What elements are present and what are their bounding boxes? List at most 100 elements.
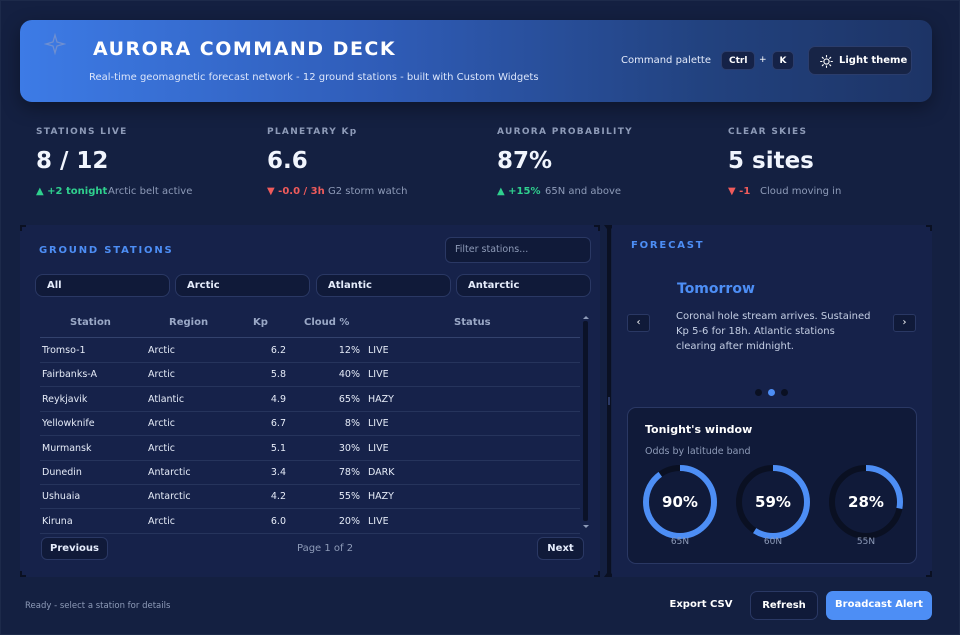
cell-station: Reykjavik (42, 393, 88, 405)
header-banner (20, 20, 932, 102)
cell-station: Tromso-1 (42, 345, 86, 356)
kpi-note: 65N and above (545, 186, 622, 197)
table-row[interactable]: Reykjavik Atlantic 4.9 65% HAZY (40, 388, 580, 412)
gauge-label: 55N (856, 537, 876, 547)
cell-region: Arctic (148, 442, 176, 454)
cell-kp: 4.2 (270, 491, 286, 503)
cell-station: Fairbanks-A (42, 369, 98, 381)
window-subtitle: Odds by latitude band (645, 446, 751, 457)
ground-stations-panel: GROUND STATIONS Filter stations... All A… (20, 225, 600, 577)
gauge-label: 60N (763, 537, 783, 547)
filter-stations-input[interactable]: Filter stations... (445, 237, 591, 263)
cell-cloud: 40% (338, 369, 360, 381)
table-header-divider (40, 337, 580, 338)
gauge-arc (736, 465, 810, 539)
gauge-value: 28% (848, 493, 884, 511)
column-header-cloud[interactable]: Cloud % (304, 317, 350, 328)
export-csv-button[interactable]: Export CSV (669, 599, 733, 610)
panel-corner (926, 225, 932, 231)
carousel-dot[interactable] (755, 389, 762, 396)
window-title: Tonight's window (645, 423, 753, 436)
column-header-station[interactable]: Station (70, 317, 111, 328)
chip-arctic[interactable]: Arctic (175, 274, 310, 297)
cell-kp: 5.8 (270, 369, 286, 381)
refresh-button[interactable]: Refresh (750, 591, 818, 620)
kpi-value: 87% (497, 148, 553, 174)
cell-region: Arctic (148, 369, 176, 381)
cell-station: Kiruna (42, 515, 73, 527)
kpi-delta: ▲ +15% (497, 186, 541, 197)
kpi-delta: ▼ -0.0 / 3h (267, 186, 325, 197)
gauge-arc (829, 465, 903, 539)
kpi-planetary-kp: PLANETARY Kp 6.6 ▼ -0.0 / 3h G2 storm wa… (267, 127, 477, 197)
table-scrollbar[interactable] (582, 315, 590, 529)
gauge-55n: 28% (829, 465, 903, 539)
carousel-prev-button[interactable]: ‹ (627, 314, 650, 332)
table-row[interactable]: Tromso-1 Arctic 6.2 12% LIVE (40, 339, 580, 363)
kpi-stations-live: STATIONS LIVE 8 / 12 ▲ +2 tonight Arctic… (36, 127, 246, 197)
cell-kp: 6.7 (270, 418, 286, 430)
table-row[interactable]: Ushuaia Antarctic 4.2 55% HAZY (40, 485, 580, 510)
table-row[interactable]: Fairbanks-A Arctic 5.8 40% LIVE (40, 363, 580, 388)
cell-station: Ushuaia (42, 491, 81, 503)
column-header-region[interactable]: Region (169, 317, 209, 328)
carousel-dot-active[interactable] (768, 389, 775, 396)
k-key[interactable]: K (772, 51, 794, 70)
light-theme-label: Light theme (839, 55, 908, 66)
status-text: Ready - select a station for details (25, 601, 171, 611)
kpi-note: G2 storm watch (328, 186, 408, 197)
table-row[interactable]: Yellowknife Arctic 6.7 8% LIVE (40, 412, 580, 437)
cell-region: Antarctic (148, 491, 191, 503)
forecast-slide-body: Coronal hole stream arrives. Sustained K… (676, 311, 871, 352)
cell-station: Murmansk (42, 442, 92, 454)
cell-station: Yellowknife (42, 418, 95, 430)
kpi-clear-skies: CLEAR SKIES 5 sites ▼ -1 Cloud moving in (728, 127, 938, 197)
cell-cloud: 20% (338, 515, 360, 527)
column-header-kp[interactable]: Kp (253, 317, 268, 328)
kpi-value: 5 sites (728, 148, 814, 174)
light-theme-button[interactable]: Light theme (808, 46, 912, 75)
cell-kp: 5.1 (270, 442, 286, 454)
cell-region: Antarctic (148, 467, 191, 478)
app-title: AURORA COMMAND DECK (93, 38, 397, 60)
column-header-status[interactable]: Status (454, 317, 491, 328)
kpi-label: AURORA PROBABILITY (497, 127, 633, 137)
next-page-button[interactable]: Next (537, 537, 584, 560)
gauge-value: 90% (662, 493, 698, 511)
chip-all[interactable]: All (35, 274, 170, 297)
cell-kp: 3.4 (270, 467, 286, 478)
chip-antarctic[interactable]: Antarctic (456, 274, 591, 297)
cell-cloud: 30% (338, 442, 360, 454)
ground-stations-title: GROUND STATIONS (39, 245, 174, 256)
kpi-delta: ▼ -1 (728, 186, 751, 197)
page-info: Page 1 of 2 (297, 543, 354, 554)
table-row[interactable]: Kiruna Arctic 6.0 20% LIVE (40, 510, 580, 534)
previous-page-button[interactable]: Previous (41, 537, 108, 560)
cell-region: Atlantic (148, 393, 185, 405)
cell-status: LIVE (368, 442, 389, 454)
broadcast-alert-button[interactable]: Broadcast Alert (826, 591, 932, 620)
table-row[interactable]: Murmansk Arctic 5.1 30% LIVE (40, 437, 580, 461)
panel-splitter[interactable] (604, 225, 614, 577)
kpi-label: STATIONS LIVE (36, 127, 128, 137)
scrollbar-thumb[interactable] (583, 321, 588, 521)
kpi-aurora-probability: AURORA PROBABILITY 87% ▲ +15% 65N and ab… (497, 127, 707, 197)
cell-status: DARK (368, 467, 395, 478)
cell-status: HAZY (368, 393, 394, 405)
carousel-next-button[interactable]: › (893, 314, 916, 332)
forecast-panel: FORECAST ‹ Tomorrow Coronal hole stream … (612, 225, 932, 577)
forecast-slide-title: Tomorrow (677, 281, 755, 297)
panel-corner (20, 225, 26, 231)
cell-status: LIVE (368, 418, 389, 430)
cell-region: Arctic (148, 345, 176, 356)
cell-cloud: 65% (338, 393, 360, 405)
cell-status: LIVE (368, 369, 389, 381)
gauge-60n: 59% (736, 465, 810, 539)
panel-corner (20, 571, 26, 577)
table-row[interactable]: Dunedin Antarctic 3.4 78% DARK (40, 461, 580, 485)
sun-icon (820, 55, 833, 68)
kpi-label: CLEAR SKIES (728, 127, 808, 137)
carousel-dot[interactable] (781, 389, 788, 396)
ctrl-key[interactable]: Ctrl (721, 51, 756, 70)
chip-atlantic[interactable]: Atlantic (316, 274, 451, 297)
